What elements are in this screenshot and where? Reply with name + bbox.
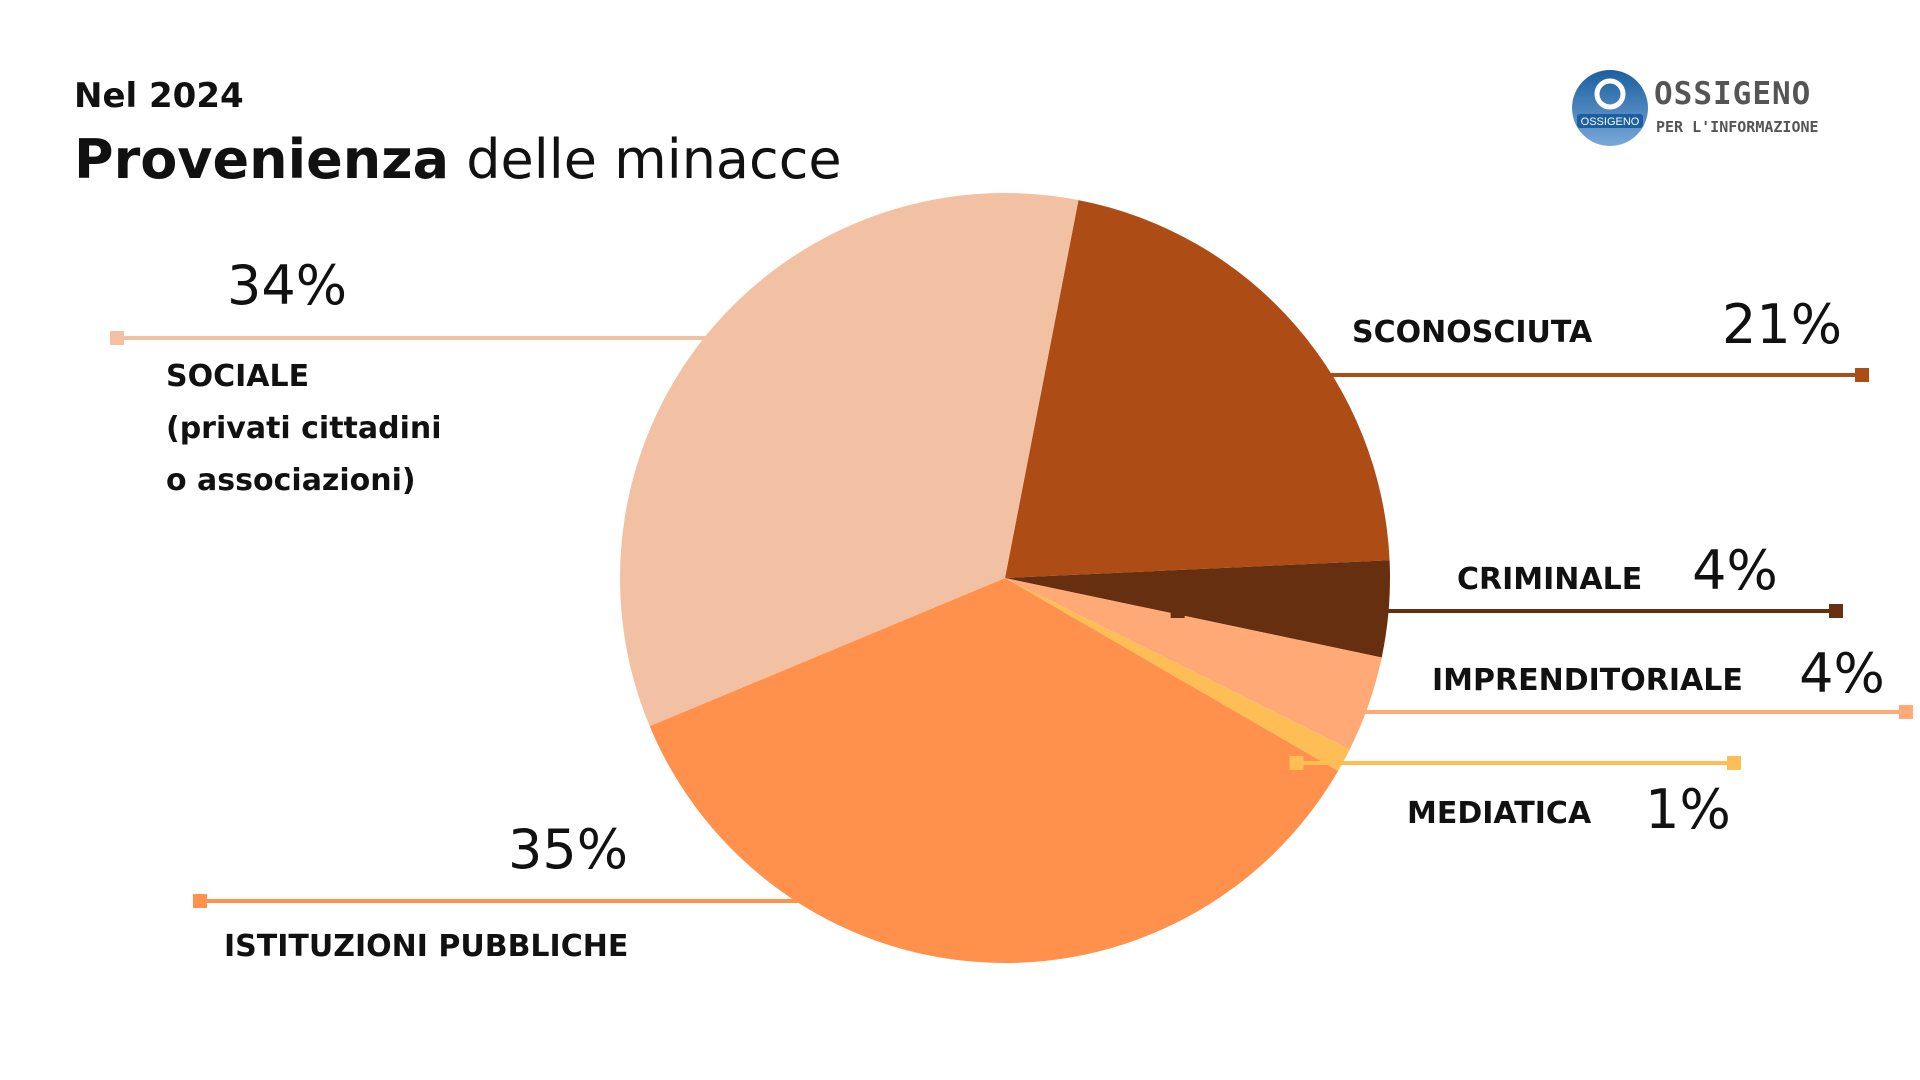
chart-subtitle: Nel 2024 — [74, 76, 244, 116]
chart-title: Provenienza delle minacce — [74, 128, 842, 191]
pie-slice-istituzioni[interactable] — [649, 578, 1339, 964]
leader-end-marker-criminale — [1829, 604, 1843, 618]
leader-end-marker-sconosciuta — [1855, 368, 1869, 382]
category-label-istituzioni: ISTITUZIONI PUBBLICHE — [224, 929, 628, 964]
title-rest: delle minacce — [449, 128, 842, 191]
pie-slice-sociale[interactable] — [619, 193, 1079, 727]
leader-end-marker-istituzioni — [193, 894, 207, 908]
category-label-sociale-2: (privati cittadini — [166, 411, 442, 446]
logo-mark-icon: OSSIGENO — [1572, 70, 1648, 146]
pie-slice-mediatica[interactable] — [1005, 578, 1350, 772]
percent-label-istituzioni: 35% — [508, 818, 628, 881]
logo-badge-text: OSSIGENO — [1581, 116, 1640, 128]
leader-end-marker-mediatica — [1727, 756, 1741, 770]
logo-tagline: PER L'INFORMAZIONE — [1656, 118, 1819, 136]
callouts: 21% SCONOSCIUTA 4% CRIMINALE 4% IMPRENDITORIA… — [110, 254, 1913, 964]
percent-label-criminale: 4% — [1692, 539, 1778, 602]
percent-label-imprenditoriale: 4% — [1799, 642, 1885, 705]
category-label-criminale: CRIMINALE — [1457, 562, 1642, 597]
category-label-sociale-1: SOCIALE — [166, 359, 309, 394]
pie-slices — [619, 193, 1390, 964]
percent-label-sociale: 34% — [227, 254, 347, 317]
leader-start-marker-mediatica — [1289, 756, 1304, 770]
category-label-imprenditoriale: IMPRENDITORIALE — [1432, 663, 1743, 698]
category-label-sociale-3: o associazioni) — [166, 463, 416, 498]
leader-end-marker-sociale — [110, 331, 124, 345]
pie-slice-imprenditoriale[interactable] — [1005, 578, 1382, 750]
percent-label-mediatica: 1% — [1645, 778, 1731, 841]
leader-start-marker-criminale — [1170, 604, 1185, 618]
title-bold: Provenienza — [74, 128, 450, 191]
ossigeno-logo[interactable]: OSSIGENO OSSIGENO PER L'INFORMAZIONE — [1570, 68, 1870, 150]
leader-end-marker-imprenditoriale — [1899, 705, 1913, 719]
pie-slice-sconosciuta[interactable] — [1005, 200, 1390, 578]
category-label-mediatica: MEDIATICA — [1407, 796, 1592, 831]
percent-label-sconosciuta: 21% — [1722, 293, 1842, 356]
category-label-sconosciuta: SCONOSCIUTA — [1352, 315, 1593, 350]
pie-slice-criminale[interactable] — [1005, 560, 1390, 658]
logo-name: OSSIGENO — [1654, 76, 1812, 112]
